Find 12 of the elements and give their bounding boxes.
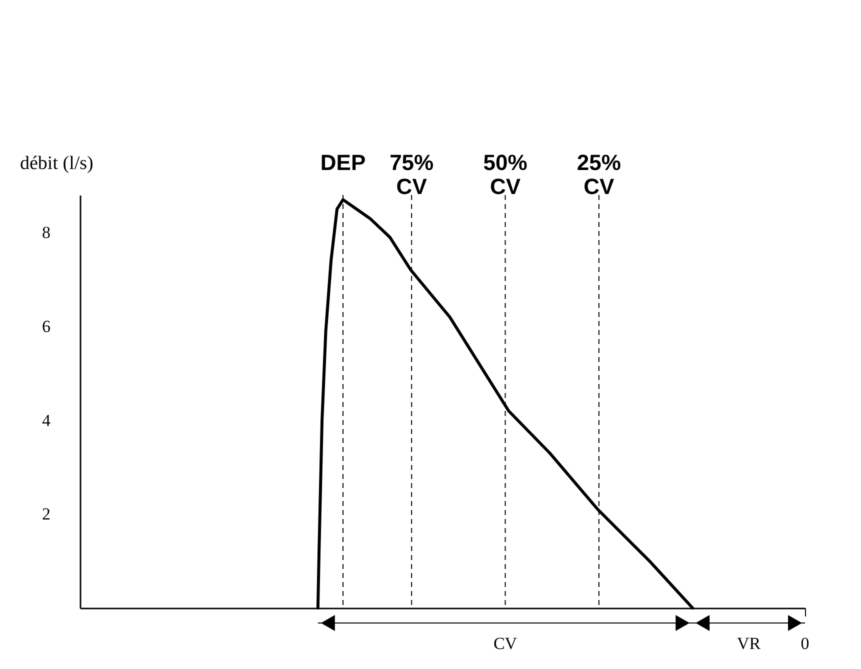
text: CV xyxy=(493,634,518,653)
y-tick-label: 4 xyxy=(42,410,51,430)
ref-line-label: 75% CV xyxy=(390,150,434,199)
y-tick-label: 6 xyxy=(42,316,50,336)
ref-line-label: DEP xyxy=(320,150,366,175)
text: 0 xyxy=(800,634,810,653)
text: VR xyxy=(736,634,762,653)
ref-line-label: 25% CV xyxy=(576,150,621,199)
y-tick-label: 2 xyxy=(42,504,50,524)
y-tick-label: 8 xyxy=(42,223,50,242)
y-axis-title: débit (l/s) xyxy=(20,153,94,174)
ref-line-label: 50% CV xyxy=(483,150,528,199)
